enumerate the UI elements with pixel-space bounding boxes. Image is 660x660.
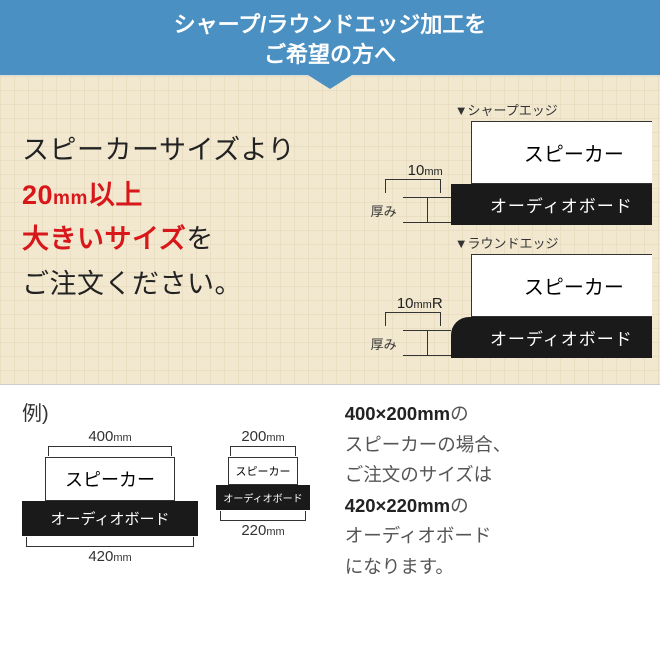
example-speaker-side: スピーカー	[228, 457, 298, 485]
headline-l1: スピーカーサイズより	[22, 128, 345, 173]
speaker-box-sharp: スピーカー	[471, 121, 652, 184]
description: 400×200mmの スピーカーの場合、 ご注文のサイズは 420×220mmの…	[345, 397, 652, 582]
diagram-sharp-title: ▼シャープエッジ	[455, 100, 652, 119]
example-board-front: オーディオボード	[22, 501, 198, 536]
thickness-label: 厚み	[371, 334, 397, 353]
audio-board-sharp: オーディオボード	[451, 184, 652, 225]
example-speaker-front: スピーカー	[45, 457, 175, 501]
banner: シャープ/ラウンドエッジ加工を ご希望の方へ	[0, 0, 660, 75]
speaker-box-round: スピーカー	[471, 254, 652, 317]
example-diagrams: 例) 400mm スピーカー オーディオボード 420mm 200mm スピーカ…	[22, 397, 345, 582]
diagram-round-title: ▼ラウンドエッジ	[455, 233, 652, 252]
banner-line2: ご希望の方へ	[0, 40, 660, 70]
example-front: 400mm スピーカー オーディオボード 420mm	[22, 428, 198, 565]
example-label: 例)	[22, 397, 345, 426]
dim-sharp: 10mm 厚み	[345, 162, 451, 225]
example-section: 例) 400mm スピーカー オーディオボード 420mm 200mm スピーカ…	[0, 385, 660, 582]
headline: スピーカーサイズより 20mm以上 大きいサイズを ご注文ください。	[22, 100, 345, 366]
audio-board-round: オーディオボード	[451, 317, 652, 358]
example-board-side: オーディオボード	[216, 485, 310, 510]
headline-l4: ご注文ください。	[22, 262, 345, 307]
banner-line1: シャープ/ラウンドエッジ加工を	[0, 10, 660, 40]
diagrams: ▼シャープエッジ 10mm 厚み スピーカー オーディオボード ▼ラウンドエッジ	[345, 100, 652, 366]
diagram-round: ▼ラウンドエッジ 10mmR 厚み スピーカー オーディオボード	[345, 233, 652, 358]
example-side: 200mm スピーカー オーディオボード 220mm	[216, 428, 310, 565]
diagram-sharp: ▼シャープエッジ 10mm 厚み スピーカー オーディオボード	[345, 100, 652, 225]
main-section: スピーカーサイズより 20mm以上 大きいサイズを ご注文ください。 ▼シャープ…	[0, 75, 660, 385]
thickness-label: 厚み	[371, 201, 397, 220]
headline-l2: 20mm以上	[22, 173, 345, 218]
dim-round: 10mmR 厚み	[345, 295, 451, 358]
headline-l3: 大きいサイズを	[22, 217, 345, 262]
